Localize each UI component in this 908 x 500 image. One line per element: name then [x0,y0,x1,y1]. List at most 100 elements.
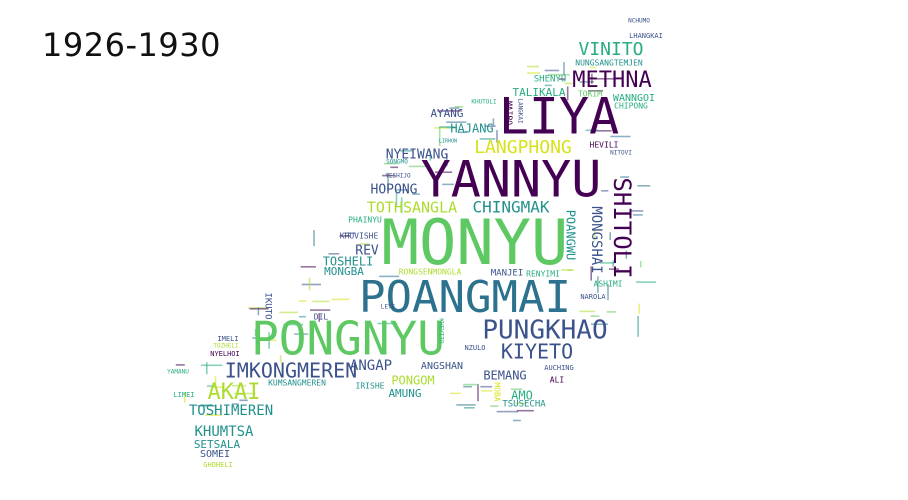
cloud-word: MAIPO [505,101,514,125]
filler-word-mark [585,129,598,132]
cloud-word: MANJEI [491,269,524,279]
cloud-word: MONGBA [324,265,364,278]
filler-word-mark [639,261,642,268]
filler-word-mark [527,65,539,68]
cloud-word: IMELI [217,335,238,343]
cloud-word: RENYIMI [526,270,560,279]
filler-word-mark [544,69,560,72]
filler-word-mark [492,118,495,126]
filler-word-mark [563,62,565,76]
filler-word-mark [299,315,306,318]
cloud-word: AMO [511,389,533,403]
cloud-word: AKAI [208,380,261,405]
cloud-word: VINITO [578,39,643,60]
filler-word-mark [438,126,441,146]
cloud-word: PHAINYU [348,216,382,225]
filler-word-mark [313,230,315,247]
filler-word-mark [606,311,616,313]
cloud-word: NZULO [464,344,485,352]
filler-word-mark [442,183,454,186]
filler-word-mark [434,127,448,129]
cloud-word: NAROLA [580,293,606,301]
filler-word-mark [566,86,569,101]
filler-word-mark [449,107,460,109]
cloud-word: HEVILI [590,141,619,150]
filler-word-mark [384,162,398,165]
cloud-word: KIYETO [501,340,573,364]
cloud-word: MONYU [382,206,569,279]
filler-word-mark [206,362,208,375]
cloud-word: NITOVI [610,150,632,157]
filler-word-mark [207,385,215,387]
cloud-word: ALI [550,376,565,385]
cloud-word: METHNA [572,68,651,93]
filler-word-mark [637,185,651,187]
filler-word-mark [328,253,340,255]
cloud-word: CHIPONG [614,102,648,111]
filler-word-mark [429,150,432,161]
filler-word-mark [446,121,467,123]
filler-word-mark [480,385,493,388]
filler-word-mark [513,419,521,422]
filler-word-mark [462,383,479,386]
cloud-word: TOSHIMEREN [189,403,273,419]
filler-word-mark [594,254,603,256]
filler-word-mark [485,125,496,127]
cloud-word: TOTHSANGLA [367,199,457,217]
filler-word-mark [579,310,596,313]
filler-word-mark [559,78,566,80]
cloud-word: DIL [314,313,329,322]
filler-word-mark [481,390,493,392]
cloud-word: KHUVISHE [340,232,379,241]
filler-word-mark [197,405,216,407]
filler-word-mark [477,384,479,402]
filler-word-mark [437,110,447,112]
filler-word-mark [257,307,260,316]
cloud-word: AUCHING [544,364,574,372]
filler-word-mark [239,399,248,402]
filler-word-mark [589,66,596,69]
cloud-word: LANGKAI [517,98,524,124]
filler-word-mark [390,166,399,169]
filler-word-mark [279,311,298,314]
filler-word-mark [609,232,611,240]
filler-word-mark [601,190,609,192]
filler-word-mark [490,405,499,407]
filler-word-mark [590,130,612,132]
filler-word-mark [527,72,540,74]
filler-word-mark [408,165,428,168]
filler-word-mark [590,315,600,317]
filler-word-mark [400,197,403,213]
filler-word-mark [312,300,330,303]
cloud-word: LANGPHONG [474,137,572,158]
cloud-word: KHUTOLI [471,99,497,106]
filler-word-mark [620,176,629,178]
cloud-word: TSUSECHA [502,400,546,410]
filler-word-mark [516,409,534,412]
cloud-word: KHEVITO [438,318,445,344]
filler-word-mark [412,193,420,195]
filler-word-mark [377,322,398,325]
filler-word-mark [344,232,356,234]
cloud-word: NCHUMO [628,18,650,25]
cloud-word: LIMEI [173,391,194,399]
filler-word-mark [379,275,400,278]
filler-word-mark [587,90,603,92]
filler-word-mark [496,410,519,413]
filler-word-mark [633,214,643,216]
filler-word-mark [254,329,257,337]
cloud-word: SHENYU [534,75,567,85]
cloud-word: HAJANG [450,122,493,136]
cloud-word: BEMANG [483,369,526,383]
filler-word-mark [579,81,594,83]
cloud-word: YESHIJO [385,173,411,180]
filler-word-mark [450,392,462,395]
cloud-word: NUNGSANGTEMJEN [575,59,643,68]
filler-word-mark [214,376,217,388]
filler-word-mark [510,388,523,390]
filler-word-mark [599,262,615,264]
filler-word-mark [635,281,656,283]
filler-word-mark [594,78,614,80]
cloud-word: KHUMTSA [194,424,254,440]
filler-word-mark [564,82,573,85]
